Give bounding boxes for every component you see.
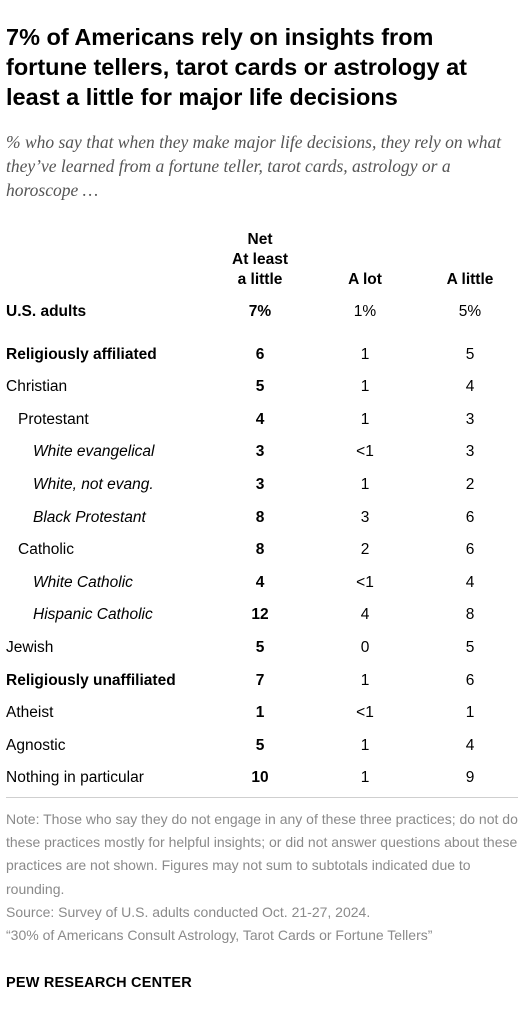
- cell-net: 3: [255, 443, 265, 461]
- cell-net: 7: [255, 671, 265, 689]
- cell-a-lot: 2: [360, 541, 370, 559]
- table-row: Religiously affiliated 6 1 5: [0, 339, 523, 372]
- table-row: Catholic 8 2 6: [0, 534, 523, 567]
- cell-net: 3: [255, 475, 265, 493]
- cell-a-little: 1: [465, 704, 475, 722]
- cell-a-little: 6: [465, 508, 475, 526]
- row-label: Religiously affiliated: [6, 345, 157, 363]
- chart-subtitle: % who say that when they make major life…: [6, 132, 502, 200]
- table-row: Nothing in particular 10 1 9: [0, 762, 523, 795]
- cell-a-lot: 1%: [353, 303, 377, 320]
- table-row: Religiously unaffiliated 7 1 6: [0, 665, 523, 698]
- cell-a-little: 4: [465, 378, 475, 396]
- cell-a-little: 9: [465, 769, 475, 787]
- column-header-a-little: A little: [446, 271, 494, 288]
- cell-net: 8: [255, 541, 265, 559]
- organization-name: PEW RESEARCH CENTER: [6, 975, 192, 991]
- cell-a-little: 5: [465, 345, 475, 363]
- cell-a-little: 3: [465, 443, 475, 461]
- table-row: White evangelical 3 <1 3: [0, 436, 523, 469]
- cell-a-lot: 1: [360, 475, 370, 493]
- column-header-a-lot: A lot: [348, 271, 382, 288]
- table-row: Christian 5 1 4: [0, 371, 523, 404]
- row-label: Hispanic Catholic: [33, 606, 153, 624]
- cell-a-lot: 1: [360, 410, 370, 428]
- source-text: Source: Survey of U.S. adults conducted …: [6, 903, 371, 920]
- table-row: White Catholic 4 <1 4: [0, 567, 523, 600]
- cell-a-lot: 1: [360, 671, 370, 689]
- cell-a-little: 4: [465, 736, 475, 754]
- cell-a-little: 3: [465, 410, 475, 428]
- note-text: Note: Those who say they do not engage i…: [6, 811, 518, 897]
- table-row: Agnostic 5 1 4: [0, 730, 523, 763]
- cell-a-little: 8: [465, 606, 475, 624]
- cell-a-lot: 1: [360, 736, 370, 754]
- cell-a-little: 2: [465, 475, 475, 493]
- cell-a-little: 5%: [458, 303, 482, 320]
- row-label: Atheist: [6, 704, 54, 722]
- row-label: Jewish: [6, 638, 54, 656]
- cell-a-lot: 1: [360, 345, 370, 363]
- table-row: Black Protestant 8 3 6: [0, 502, 523, 535]
- row-label: Agnostic: [6, 736, 66, 754]
- chart-title: 7% of Americans rely on insights from fo…: [6, 24, 467, 110]
- cell-net: 6: [255, 345, 265, 363]
- cell-a-little: 6: [465, 671, 475, 689]
- cell-a-lot: <1: [356, 443, 374, 461]
- table-row: White, not evang. 3 1 2: [0, 469, 523, 502]
- row-label: U.S. adults: [6, 303, 87, 320]
- column-header-net-line-2: At least: [232, 251, 288, 268]
- cell-a-lot: <1: [356, 573, 374, 591]
- cell-a-little: 4: [465, 573, 475, 591]
- table-row: Atheist 1 <1 1: [0, 697, 523, 730]
- row-label: Catholic: [18, 541, 74, 559]
- row-label: White Catholic: [33, 573, 133, 591]
- cell-net: 1: [255, 704, 265, 722]
- table-row: Protestant 4 1 3: [0, 404, 523, 437]
- notes-block: Note: Those who say they do not engage i…: [6, 808, 518, 947]
- column-header-net: Net At least a little: [205, 230, 315, 290]
- row-label: White evangelical: [33, 443, 155, 461]
- row-label: Black Protestant: [33, 508, 146, 526]
- row-label: Nothing in particular: [6, 769, 144, 787]
- report-title: “30% of Americans Consult Astrology, Tar…: [6, 927, 433, 944]
- table-row: Hispanic Catholic 12 4 8: [0, 599, 523, 632]
- cell-a-little: 6: [465, 541, 475, 559]
- row-label: White, not evang.: [33, 475, 154, 493]
- cell-a-lot: 4: [360, 606, 370, 624]
- cell-a-lot: 1: [360, 378, 370, 396]
- data-table: U.S. adults 7% 1% 5% Religiously affiliated 6…: [0, 296, 523, 795]
- cell-net: 7%: [248, 303, 272, 320]
- row-label: Christian: [6, 378, 68, 396]
- cell-net: 5: [255, 736, 265, 754]
- row-label: Religiously unaffiliated: [6, 671, 176, 689]
- cell-a-lot: 3: [360, 508, 370, 526]
- cell-net: 5: [255, 378, 265, 396]
- cell-a-lot: 1: [360, 769, 370, 787]
- row-label: Protestant: [18, 410, 89, 428]
- divider: [6, 797, 518, 798]
- cell-a-lot: 0: [360, 638, 370, 656]
- cell-net: 12: [251, 606, 269, 624]
- cell-a-little: 5: [465, 638, 475, 656]
- cell-a-lot: <1: [356, 704, 374, 722]
- cell-net: 5: [255, 638, 265, 656]
- cell-net: 4: [255, 573, 265, 591]
- cell-net: 4: [255, 410, 265, 428]
- table-row: Jewish 5 0 5: [0, 632, 523, 665]
- table-row: U.S. adults 7% 1% 5%: [0, 296, 523, 329]
- cell-net: 10: [251, 769, 269, 787]
- column-header-net-line-3: a little: [237, 271, 283, 288]
- column-header-net-line-1: Net: [247, 231, 273, 248]
- cell-net: 8: [255, 508, 265, 526]
